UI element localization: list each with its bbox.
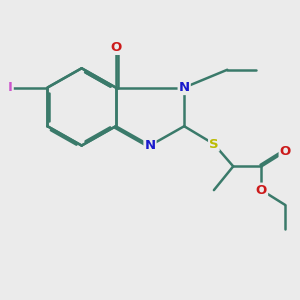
Text: O: O — [280, 145, 291, 158]
Text: S: S — [209, 138, 219, 151]
Text: N: N — [178, 81, 190, 94]
Text: N: N — [144, 139, 156, 152]
Text: O: O — [256, 184, 267, 196]
Text: I: I — [8, 81, 13, 94]
Text: O: O — [110, 41, 122, 54]
